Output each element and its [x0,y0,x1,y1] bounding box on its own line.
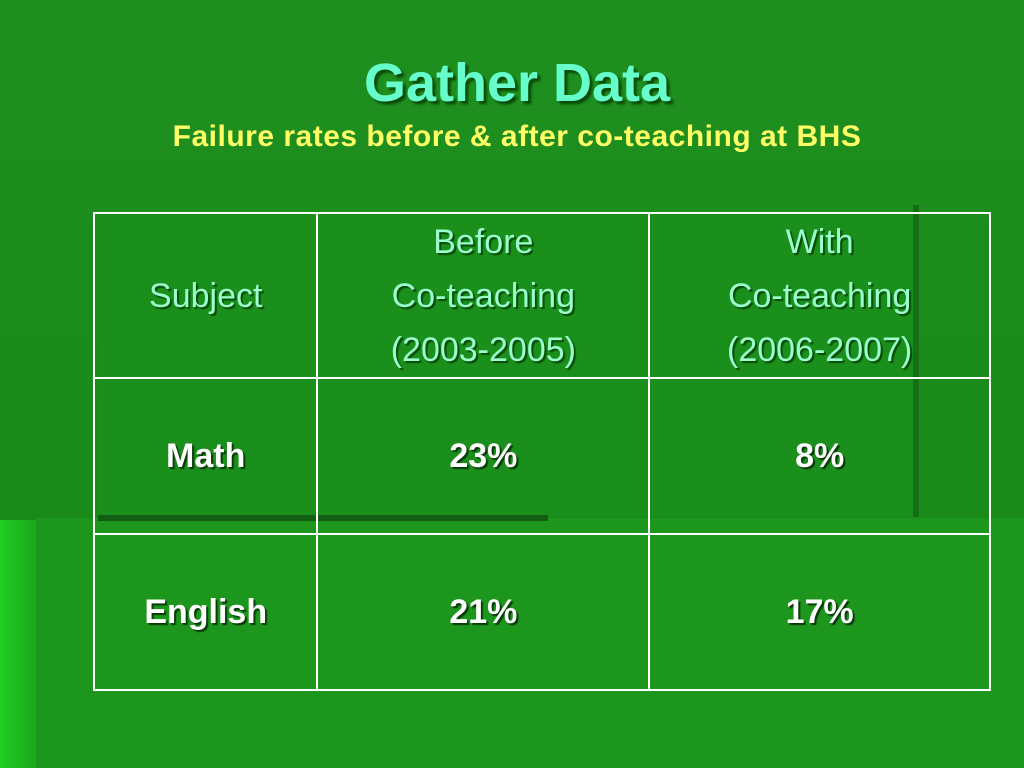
header-line: With [785,222,854,261]
left-stripe [0,520,36,768]
data-cell: 17% [648,533,991,691]
data-table: Subject Before Co-teaching (2003-2005) With C… [92,212,991,691]
data-row: Math 23% 8% [92,377,991,535]
table-body: Subject Before Co-teaching (2003-2005) With C… [92,212,991,691]
data-cell: 21% [316,533,651,691]
data-cell: 23% [316,377,651,535]
header-line: Co-teaching [727,276,912,315]
slide-subtitle: Failure rates before & after co-teaching… [172,120,862,153]
data-cell: English [92,533,319,691]
data-cell: 8% [648,377,991,535]
data-cell: Math [92,377,319,535]
header-line: (2006-2007) [727,330,913,369]
header-line: Co-teaching [391,276,576,315]
slide-title: Gather Data [363,53,671,113]
header-line: (2003-2005) [390,330,576,369]
header-line: Subject [149,276,263,315]
header-cell: With Co-teaching (2006-2007) [648,212,991,379]
header-cell: Subject [92,212,319,379]
header-row: Subject Before Co-teaching (2003-2005) With C… [92,212,991,379]
header-cell: Before Co-teaching (2003-2005) [316,212,651,379]
header-line: Before [433,222,534,261]
data-row: English 21% 17% [92,533,991,691]
